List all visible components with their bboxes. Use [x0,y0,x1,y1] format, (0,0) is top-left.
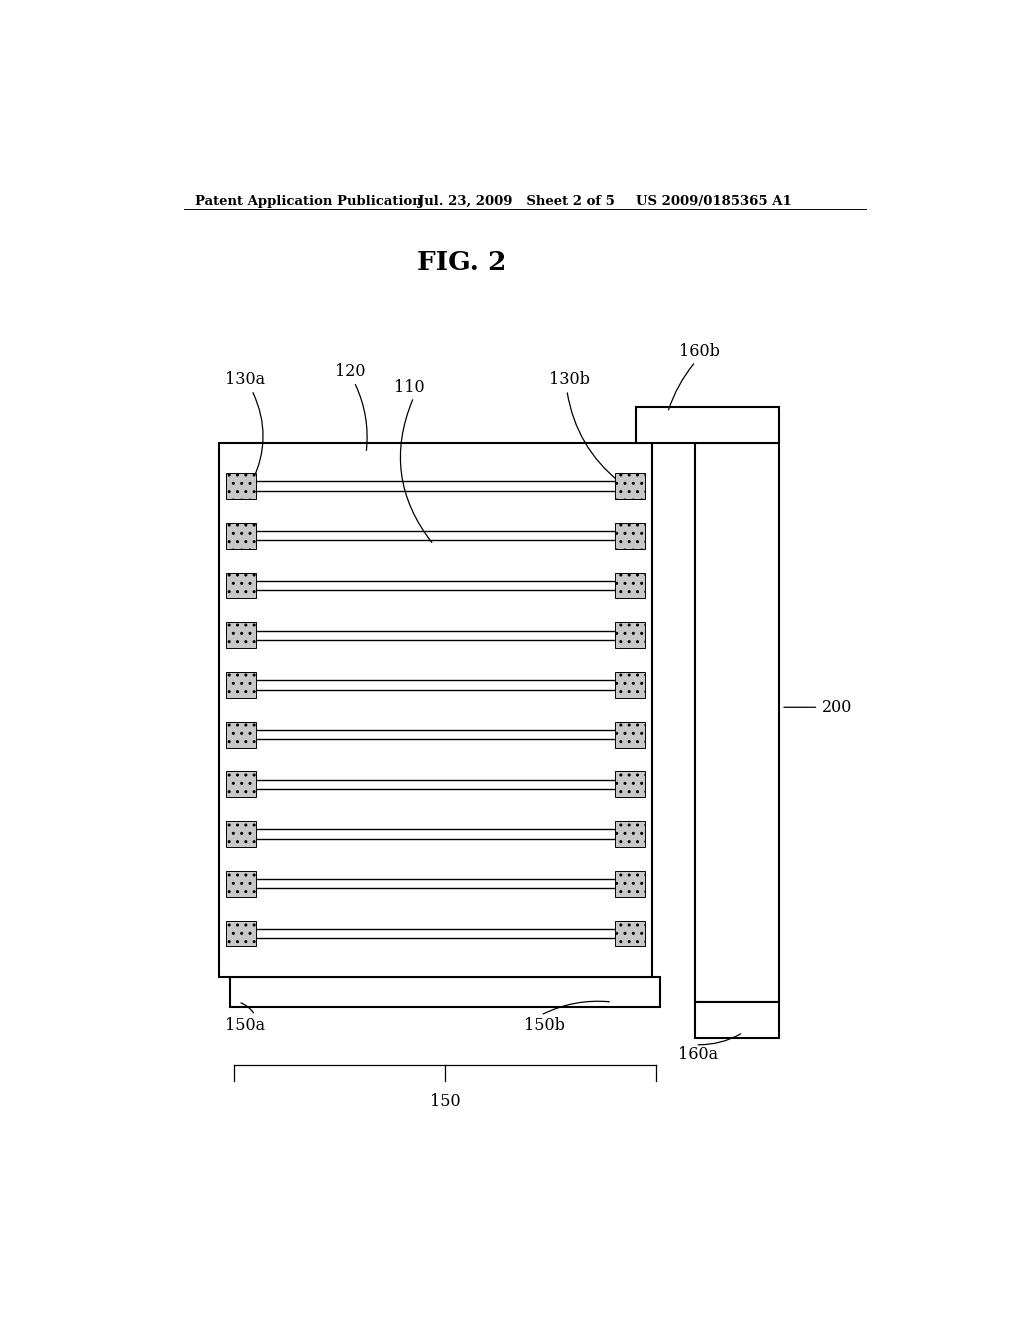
Bar [615,573,645,598]
Bar [695,1002,778,1038]
Text: 200: 200 [822,698,853,715]
Bar [230,977,659,1007]
Bar [615,771,645,797]
Bar [615,523,645,549]
Bar [615,821,645,847]
Bar [225,871,256,896]
Text: Jul. 23, 2009   Sheet 2 of 5: Jul. 23, 2009 Sheet 2 of 5 [418,195,614,209]
Bar [615,871,645,896]
Bar [225,622,256,648]
Bar [225,771,256,797]
Bar [695,444,778,1002]
Bar [225,722,256,747]
Text: 110: 110 [394,379,425,396]
Text: 150a: 150a [225,1016,265,1034]
Text: 130a: 130a [225,371,265,388]
Bar [615,920,645,946]
Bar [225,523,256,549]
Text: 130b: 130b [549,371,590,388]
Bar [225,672,256,698]
Text: 150: 150 [430,1093,461,1110]
Bar [225,573,256,598]
Text: 150b: 150b [524,1016,565,1034]
Bar [615,672,645,698]
Bar [219,444,652,977]
Bar [225,473,256,499]
Bar [225,920,256,946]
Text: Patent Application Publication: Patent Application Publication [196,195,422,209]
Bar [615,622,645,648]
Bar [615,722,645,747]
Text: 120: 120 [335,363,366,380]
Bar [636,408,778,444]
Bar [615,473,645,499]
Text: 160a: 160a [678,1047,718,1064]
Text: 160b: 160b [679,343,720,360]
Text: US 2009/0185365 A1: US 2009/0185365 A1 [636,195,792,209]
Text: FIG. 2: FIG. 2 [417,249,506,275]
Bar [225,821,256,847]
